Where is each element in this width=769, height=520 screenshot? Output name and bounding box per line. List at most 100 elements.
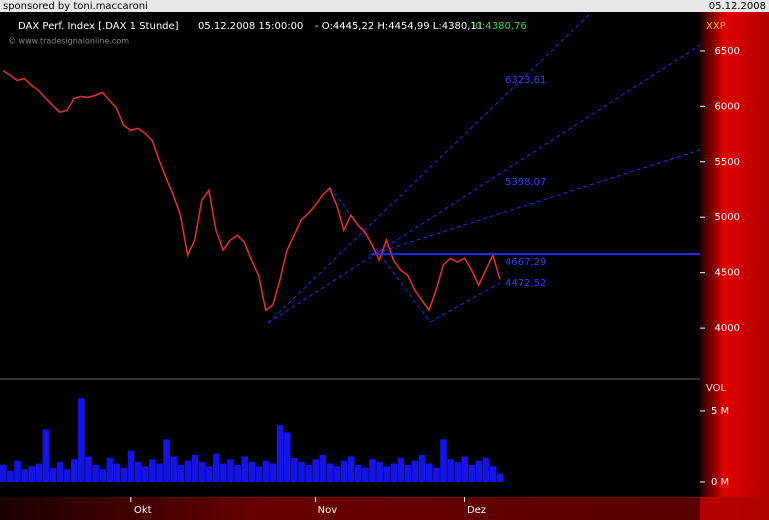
volume-bar [28, 466, 35, 482]
volume-bar [0, 464, 7, 482]
y-tick-label: 6000 [715, 101, 740, 112]
volume-bar [255, 466, 263, 482]
chart-title: DAX Perf. Index [.DAX 1 Stunde] [18, 21, 179, 32]
volume-bar [489, 466, 497, 482]
volume-bar [7, 470, 14, 482]
channel-base [429, 282, 501, 323]
volume-bar [468, 464, 476, 482]
volume-bar [433, 467, 440, 482]
level-label: 4667,29 [505, 257, 546, 268]
volume-bar [170, 456, 177, 482]
volume-bar [312, 459, 319, 482]
volume-bar [418, 454, 426, 482]
volume-bar [191, 454, 199, 482]
volume-bar [234, 464, 241, 482]
volume-bar [440, 439, 447, 482]
volume-bar [326, 463, 334, 482]
volume-bar [269, 463, 277, 482]
volume-bar [92, 464, 99, 482]
volume-bar [475, 460, 483, 482]
volume-bar [78, 398, 85, 482]
volume-bar [383, 466, 390, 482]
volume-bar [298, 462, 305, 482]
volume-bar [241, 456, 248, 482]
level-label: 4472,52 [505, 278, 546, 289]
volume-bar [411, 460, 419, 482]
y-tick-label: 4500 [715, 268, 740, 279]
volume-bar [156, 463, 163, 482]
volume-bar [99, 469, 106, 482]
volume-bar [262, 460, 270, 482]
price-panel [0, 12, 700, 378]
volume-axis-label: VOL [706, 383, 727, 394]
volume-bar [362, 467, 369, 482]
volume-bar [21, 469, 28, 482]
volume-bar [14, 460, 21, 482]
y-tick-label: 0 M [711, 477, 729, 488]
volume-bar [63, 469, 71, 482]
volume-bar [390, 463, 398, 482]
volume-bar [134, 462, 142, 482]
volume-bar [71, 459, 78, 482]
volume-bar [347, 456, 355, 482]
volume-bar [461, 456, 469, 482]
y-tick-label: 5500 [715, 157, 740, 168]
volume-bar [404, 464, 412, 482]
volume-bar [248, 462, 256, 482]
price-line [2, 69, 501, 312]
volume-bar [276, 425, 284, 482]
level-label: 5398,07 [505, 177, 546, 188]
sponsor: sponsored by toni.maccaroni [3, 1, 148, 12]
volume-bar [340, 460, 348, 482]
volume-bar [291, 457, 298, 482]
y-tick-label: 5000 [715, 212, 740, 223]
axis-panel [700, 12, 769, 497]
volume-bar [56, 462, 64, 482]
volume-bar [447, 459, 454, 482]
time-axis-shade [0, 497, 700, 520]
ohlc: - O:4445,22 H:4454,99 L:4380,11 [315, 21, 483, 32]
volume-bar [220, 463, 227, 482]
close: C:4380,76 [475, 21, 527, 32]
channel-mid [267, 44, 701, 324]
volume-bar [120, 467, 128, 482]
x-tick-label: Dez [467, 505, 486, 516]
x-tick-label: Nov [318, 505, 338, 516]
volume-bar [127, 450, 135, 482]
y-tick-label: 6500 [715, 46, 740, 57]
volume-bar [319, 454, 327, 482]
top-date: 05.12.2008 [709, 1, 766, 12]
volume-bar [227, 459, 234, 482]
channel-lower [369, 149, 701, 256]
volume-bar [213, 453, 220, 482]
volume-bar [454, 462, 461, 482]
volume-bar [482, 457, 490, 482]
volume-bar [142, 466, 149, 482]
volume-bar [184, 460, 192, 482]
volume-bar [376, 462, 383, 482]
volume-bar [397, 457, 405, 482]
y-tick-label: 4000 [715, 323, 740, 334]
volume-bar [426, 463, 433, 482]
price-axis-label: XXP [706, 21, 726, 32]
volume-bar [497, 473, 504, 482]
volume-bar [284, 432, 291, 482]
volume-bar [49, 467, 57, 482]
volume-bar [113, 463, 121, 482]
top-bar [0, 0, 769, 12]
volume-bar [42, 429, 50, 482]
volume-bar [163, 439, 170, 482]
y-tick-label: 5 M [711, 406, 729, 417]
volume-bar [177, 464, 185, 482]
volume-bar [35, 463, 43, 482]
level-label: 6323,61 [505, 75, 546, 86]
timestamp: 05.12.2008 15:00:00 [198, 21, 303, 32]
volume-bar [369, 459, 376, 482]
volume-bar [106, 457, 114, 482]
volume-bar [355, 464, 362, 482]
volume-bar [85, 456, 92, 482]
channel-upper [267, 13, 591, 324]
volume-bar [333, 466, 341, 482]
volume-bar [205, 466, 213, 482]
